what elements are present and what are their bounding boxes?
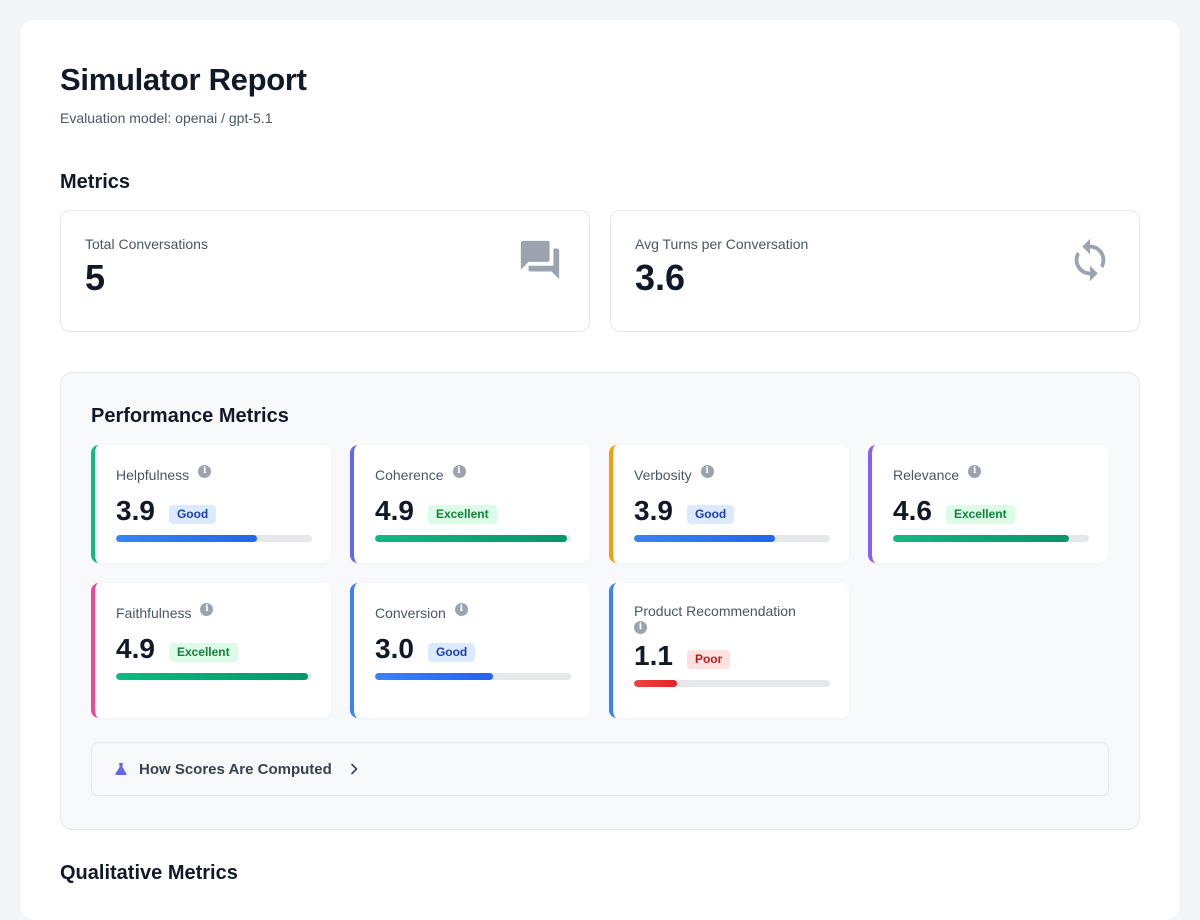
score-line: 4.9 Excellent	[375, 495, 570, 527]
score-bar-fill	[634, 535, 776, 542]
metric-card-helpfulness: Helpfulness i 3.9 Good	[91, 445, 331, 563]
metric-header: Faithfulness i	[116, 603, 311, 621]
page-title: Simulator Report	[60, 62, 307, 97]
metric-score: 1.1	[634, 640, 673, 671]
metric-header: Product Recommendation i	[634, 603, 814, 634]
metric-header: Relevance i	[893, 465, 1088, 483]
rating-badge: Poor	[686, 649, 731, 669]
info-icon[interactable]: i	[968, 465, 982, 478]
metric-card-product-recommendation: Product Recommendation i 1.1 Poor	[609, 583, 849, 718]
score-line: 3.9 Good	[116, 495, 311, 527]
performance-metrics-title: Performance Metrics	[91, 405, 289, 427]
score-bar-fill	[634, 680, 678, 687]
qualitative-metrics-title: Qualitative Metrics	[60, 862, 238, 884]
report-page: Simulator Report Evaluation model: opena…	[20, 20, 1180, 920]
summary-label: Total Conversations	[85, 236, 208, 252]
score-bar-fill	[116, 673, 309, 680]
summary-value: 5	[85, 257, 106, 298]
metrics-section-title: Metrics	[60, 171, 131, 193]
metric-grid: Helpfulness i 3.9 Good Coherence i 4.9 E…	[91, 445, 1109, 718]
chat-bubbles-icon	[517, 237, 563, 283]
score-bar-fill	[375, 535, 568, 542]
metric-score: 4.6	[893, 495, 932, 526]
metric-score: 4.9	[116, 633, 155, 664]
metric-header: Verbosity i	[634, 465, 829, 483]
metric-name: Product Recommendation	[634, 603, 796, 619]
score-bar	[634, 680, 830, 687]
score-bar	[893, 535, 1089, 542]
info-icon[interactable]: i	[198, 465, 212, 478]
summary-label: Avg Turns per Conversation	[635, 236, 809, 252]
metric-name: Helpfulness	[116, 467, 190, 483]
metric-score: 3.0	[375, 633, 414, 664]
avg-turns-card: Avg Turns per Conversation 3.6	[610, 210, 1140, 332]
rating-badge: Excellent	[427, 504, 497, 524]
score-bar-fill	[893, 535, 1070, 542]
score-bar	[634, 535, 830, 542]
score-line: 4.9 Excellent	[116, 633, 311, 665]
metric-header: Helpfulness i	[116, 465, 311, 483]
metric-header: Conversion i	[375, 603, 570, 621]
metric-card-faithfulness: Faithfulness i 4.9 Excellent	[91, 583, 331, 718]
info-icon[interactable]: i	[454, 603, 468, 616]
score-bar	[116, 673, 312, 680]
score-line: 1.1 Poor	[634, 640, 829, 672]
info-icon[interactable]: i	[452, 465, 466, 478]
info-icon[interactable]: i	[700, 465, 714, 478]
score-bar	[116, 535, 312, 542]
rating-badge: Good	[427, 642, 476, 662]
rating-badge: Excellent	[945, 504, 1015, 524]
score-line: 3.9 Good	[634, 495, 829, 527]
rating-badge: Good	[686, 504, 735, 524]
metric-name: Conversion	[375, 605, 446, 621]
score-bar	[375, 673, 571, 680]
total-conversations-card: Total Conversations 5	[60, 210, 590, 332]
score-bar-fill	[375, 673, 493, 680]
summary-value: 3.6	[635, 257, 686, 298]
rating-badge: Excellent	[168, 642, 238, 662]
metric-card-relevance: Relevance i 4.6 Excellent	[868, 445, 1108, 563]
how-scores-computed-label: How Scores Are Computed	[139, 760, 332, 778]
metric-card-conversion: Conversion i 3.0 Good	[350, 583, 590, 718]
evaluation-model-subtitle: Evaluation model: openai / gpt-5.1	[60, 110, 273, 126]
score-line: 3.0 Good	[375, 633, 570, 665]
metric-name: Relevance	[893, 467, 960, 483]
metric-score: 4.9	[375, 495, 414, 526]
summary-cards: Total Conversations 5 Avg Turns per Conv…	[60, 210, 1140, 332]
score-bar-fill	[116, 535, 258, 542]
info-icon[interactable]: i	[634, 621, 647, 634]
performance-metrics-panel: Performance Metrics Helpfulness i 3.9 Go…	[60, 372, 1140, 830]
chevron-right-icon	[351, 763, 358, 775]
refresh-icon	[1067, 237, 1113, 283]
metric-name: Faithfulness	[116, 605, 192, 621]
score-bar	[375, 535, 571, 542]
rating-badge: Good	[168, 504, 217, 524]
metric-card-verbosity: Verbosity i 3.9 Good	[609, 445, 849, 563]
metric-name: Coherence	[375, 467, 444, 483]
flask-icon	[115, 763, 127, 775]
how-scores-computed-toggle[interactable]: How Scores Are Computed	[91, 742, 1109, 796]
metric-score: 3.9	[634, 495, 673, 526]
score-line: 4.6 Excellent	[893, 495, 1088, 527]
metric-score: 3.9	[116, 495, 155, 526]
info-icon[interactable]: i	[200, 603, 214, 616]
metric-header: Coherence i	[375, 465, 570, 483]
metric-card-coherence: Coherence i 4.9 Excellent	[350, 445, 590, 563]
metric-name: Verbosity	[634, 467, 692, 483]
